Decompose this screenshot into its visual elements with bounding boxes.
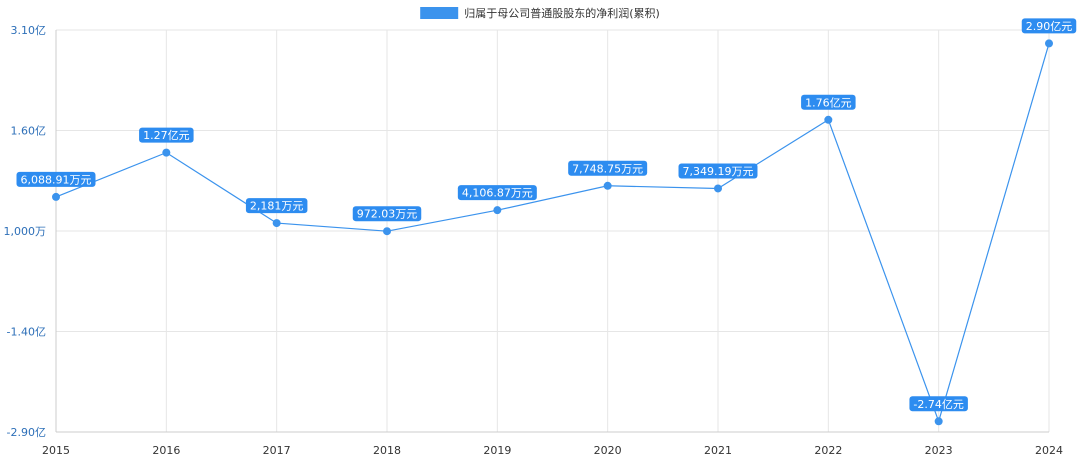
data-label: 7,748.75万元 (568, 160, 648, 176)
series-layer (52, 39, 1053, 426)
data-label-text: 1.76亿元 (805, 96, 852, 109)
y-tick-label: -2.90亿 (7, 426, 46, 439)
data-label-text: 6,088.91万元 (21, 173, 92, 186)
axis-layer: 3.10亿 1.60亿 1,000万 -1.40亿 -2.90亿 2015 2016 2017… (4, 24, 1064, 457)
data-label-badge (1021, 18, 1077, 34)
legend[interactable]: 归属于母公司普通股股东的净利润(累积) (420, 6, 660, 20)
data-point (934, 417, 943, 426)
data-label-badge (16, 171, 96, 187)
x-tick-label: 2015 (42, 444, 70, 457)
data-label: 1.76亿元 (801, 94, 856, 110)
data-point (714, 184, 722, 193)
data-label-badge (139, 127, 194, 143)
data-label-badge (909, 396, 968, 412)
data-point (272, 219, 281, 228)
y-tick-label: 1.60亿 (11, 125, 47, 138)
x-tick-label: 2019 (483, 444, 511, 457)
data-label-badge (352, 206, 422, 222)
data-label-badge (678, 163, 758, 179)
data-point (824, 115, 833, 124)
x-tick-label: 2020 (594, 444, 622, 457)
data-point (52, 192, 60, 201)
data-label: 1.27亿元 (139, 127, 194, 143)
data-label-text: 7,748.75万元 (572, 162, 643, 175)
data-label-text: 2.90亿元 (1026, 20, 1073, 33)
x-tick-label: 2018 (373, 444, 401, 457)
x-tick-label: 2016 (152, 444, 180, 457)
data-label: 6,088.91万元 (16, 171, 96, 187)
legend-item[interactable]: 归属于母公司普通股股东的净利润(累积) (420, 6, 660, 20)
data-label-badge (801, 94, 856, 110)
data-point (493, 206, 502, 215)
grid-layer (55, 29, 1050, 433)
data-label-text: 4,106.87万元 (462, 187, 533, 200)
y-tick-label: -1.40亿 (7, 326, 46, 339)
data-label-text: 972.03万元 (357, 208, 418, 221)
data-label: 4,106.87万元 (457, 185, 537, 201)
data-point (383, 227, 391, 236)
data-label: -2.74亿元 (909, 396, 968, 412)
x-tick-label: 2024 (1035, 444, 1063, 457)
data-label-text: 7,349.19万元 (683, 165, 754, 178)
data-label: 2.90亿元 (1021, 18, 1077, 34)
legend-label: 归属于母公司普通股股东的净利润(累积) (464, 6, 660, 20)
x-tick-label: 2021 (704, 444, 732, 457)
data-point (603, 181, 612, 190)
data-label-text: 2,181万元 (250, 200, 304, 213)
data-label-text: 1.27亿元 (143, 129, 190, 142)
data-point (162, 148, 171, 157)
data-label: 972.03万元 (352, 206, 422, 222)
data-label: 2,181万元 (245, 198, 308, 214)
data-label: 7,349.19万元 (678, 163, 758, 179)
data-label-badge (568, 160, 648, 176)
data-point (1045, 39, 1053, 48)
data-label-text: -2.74亿元 (913, 398, 963, 411)
x-tick-label: 2023 (925, 444, 953, 457)
series-line (55, 43, 1050, 424)
data-label-badge (245, 198, 308, 214)
y-tick-label: 1,000万 (4, 225, 47, 238)
legend-swatch (420, 7, 459, 19)
x-tick-label: 2017 (263, 444, 291, 457)
data-label-layer: 6,088.91万元 1.27亿元 2,181万元 972.03万元 4,106.87万… (16, 18, 1077, 412)
y-tick-label: 3.10亿 (11, 24, 47, 37)
x-tick-label: 2022 (814, 444, 842, 457)
data-label-badge (457, 185, 537, 201)
